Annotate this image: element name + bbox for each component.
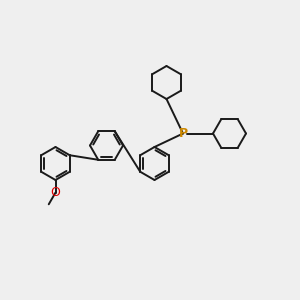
Text: P: P	[178, 127, 188, 140]
Text: O: O	[51, 186, 60, 199]
